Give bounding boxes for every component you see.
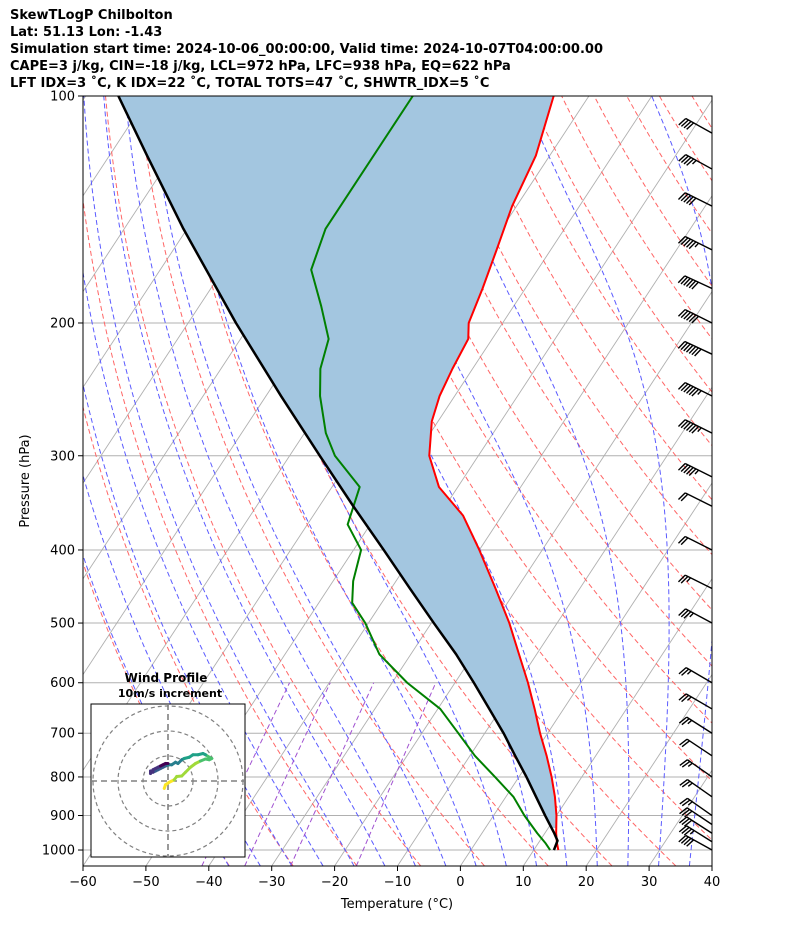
dry-adiabat: [757, 96, 794, 866]
y-tick-label: 900: [50, 809, 75, 824]
y-tick-label: 800: [50, 770, 75, 785]
dry-adiabat: [137, 96, 485, 866]
isotherm: [334, 290, 712, 866]
x-tick-label: 30: [641, 875, 658, 890]
y-tick-label: 200: [50, 316, 75, 331]
wind-barb: [678, 117, 713, 134]
moist-adiabat: [124, 96, 416, 866]
cape-area: [118, 96, 557, 829]
dry-adiabat: [725, 96, 794, 866]
wind-barb: [677, 574, 713, 590]
x-tick-label: −10: [384, 875, 411, 890]
wind-barb: [678, 816, 713, 834]
x-tick-label: −60: [69, 875, 96, 890]
dry-adiabat: [790, 96, 794, 866]
hodograph-title: Wind Profile: [125, 671, 208, 685]
x-tick-label: −40: [195, 875, 222, 890]
wind-barb: [678, 608, 713, 624]
y-tick-label: 400: [50, 543, 75, 558]
isotherm: [83, 96, 212, 293]
isotherm: [711, 865, 712, 866]
x-tick-label: 10: [515, 875, 532, 890]
wind-barb: [679, 759, 713, 778]
hodograph-ring: [117, 730, 219, 832]
isotherm: [208, 99, 712, 866]
x-tick-label: −30: [258, 875, 285, 890]
hodograph-subtitle: 10m/s increment: [118, 687, 222, 700]
wind-barb: [677, 192, 713, 207]
isotherm: [271, 195, 712, 866]
wind-barb: [677, 275, 713, 290]
dewpoint-line: [310, 96, 551, 851]
dry-adiabat: [691, 96, 712, 130]
moist-adiabat: [103, 96, 386, 866]
x-tick-label: 0: [456, 875, 464, 890]
location-text: Lat: 51.13 Lon: -1.43: [10, 25, 163, 40]
isotherm: [83, 96, 87, 101]
x-tick-label: −50: [132, 875, 159, 890]
wind-barb: [678, 825, 713, 843]
wind-barb: [677, 419, 713, 434]
wind-barb: [677, 462, 713, 478]
moist-adiabat: [423, 96, 630, 866]
moist-adiabat: [521, 96, 670, 866]
temperature-line: [428, 96, 560, 851]
mixing-ratio-line: [244, 682, 331, 866]
isotherm: [460, 482, 712, 866]
dry-adiabat: [561, 96, 712, 340]
y-tick-label: 100: [50, 90, 75, 105]
y-tick-label: 500: [50, 617, 75, 632]
chart-title: SkewTLogP Chilbolton: [10, 8, 173, 23]
wind-barb: [678, 667, 713, 684]
wind-barb: [679, 779, 713, 798]
y-tick-label: 700: [50, 727, 75, 742]
moist-adiabat: [175, 96, 477, 866]
mixing-ratio-line: [290, 682, 375, 866]
y-tick-label: 300: [50, 449, 75, 464]
x-tick-label: 20: [578, 875, 595, 890]
wind-barb: [678, 693, 713, 710]
wind-barb: [677, 535, 713, 551]
wind-barb: [679, 807, 713, 826]
dry-adiabat: [83, 196, 358, 866]
wind-barb: [678, 716, 713, 734]
moist-adiabat: [720, 96, 794, 866]
wind-barb: [677, 382, 713, 397]
dry-adiabat: [658, 96, 712, 182]
isotherm: [585, 673, 712, 866]
y-tick-label: 1000: [42, 844, 75, 859]
indices-line-2: LFT IDX=3 ˚C, K IDX=22 ˚C, TOTAL TOTS=47…: [10, 76, 490, 91]
moist-adiabat: [83, 269, 324, 866]
wind-barb: [677, 308, 713, 324]
wind-barb: [679, 738, 713, 757]
wind-barb: [677, 492, 713, 507]
mixing-ratio-line: [355, 682, 437, 866]
y-axis-label: Pressure (hPa): [18, 434, 33, 527]
moist-adiabat: [83, 473, 261, 866]
moist-adiabat: [83, 382, 293, 866]
dry-adiabat: [626, 96, 712, 235]
moist-adiabat: [83, 96, 355, 866]
moist-adiabat: [148, 96, 447, 866]
wind-barb: [678, 834, 713, 851]
wind-barb: [677, 235, 713, 251]
dry-adiabat: [365, 96, 712, 667]
time-text: Simulation start time: 2024-10-06_00:00:…: [10, 42, 603, 57]
dry-adiabat: [83, 405, 294, 866]
y-tick-label: 600: [50, 676, 75, 691]
x-tick-label: −20: [321, 875, 348, 890]
dry-adiabat: [333, 96, 712, 724]
parcel-line: [117, 96, 559, 851]
x-tick-label: 40: [704, 875, 721, 890]
dry-adiabat: [398, 96, 712, 611]
wind-barb: [678, 154, 713, 170]
x-axis-label: Temperature (°C): [340, 897, 453, 912]
wind-barb: [679, 797, 713, 817]
wind-barb: [677, 340, 713, 357]
indices-line-1: CAPE=3 j/kg, CIN=-18 j/kg, LCL=972 hPa, …: [10, 59, 511, 74]
isotherm: [522, 577, 712, 866]
isotherm: [648, 769, 712, 866]
